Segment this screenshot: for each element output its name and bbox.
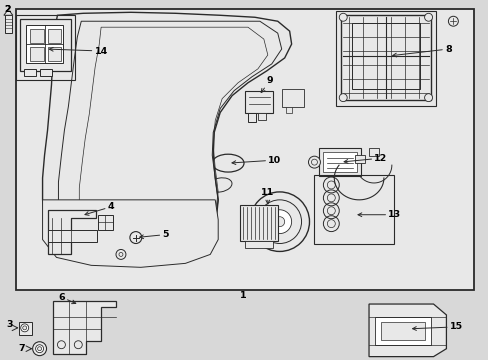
Circle shape xyxy=(116,249,126,260)
Circle shape xyxy=(20,324,29,332)
Circle shape xyxy=(38,347,41,351)
Text: 10: 10 xyxy=(231,156,281,165)
Bar xyxy=(30,47,43,61)
Text: 7: 7 xyxy=(19,344,25,353)
Circle shape xyxy=(326,181,335,189)
Circle shape xyxy=(308,156,320,168)
Bar xyxy=(5,15,12,33)
Circle shape xyxy=(22,326,27,330)
Bar xyxy=(47,230,97,242)
Bar xyxy=(323,152,356,172)
Circle shape xyxy=(36,345,43,353)
Circle shape xyxy=(339,94,346,102)
Text: 11: 11 xyxy=(261,188,274,204)
Text: 15: 15 xyxy=(412,322,462,331)
Bar xyxy=(98,215,113,230)
Circle shape xyxy=(249,192,309,251)
Bar xyxy=(314,175,393,244)
Bar xyxy=(20,19,71,71)
Bar xyxy=(247,113,255,122)
Text: 6: 6 xyxy=(58,293,76,303)
Polygon shape xyxy=(42,200,218,267)
Text: 12: 12 xyxy=(344,154,387,163)
Polygon shape xyxy=(368,304,446,357)
Text: 14: 14 xyxy=(49,46,107,55)
Text: 3: 3 xyxy=(6,320,13,329)
Circle shape xyxy=(274,217,284,227)
Circle shape xyxy=(424,94,432,102)
Bar xyxy=(244,91,272,113)
Polygon shape xyxy=(4,11,13,15)
Bar xyxy=(244,240,272,248)
Bar xyxy=(336,11,435,105)
Ellipse shape xyxy=(212,154,244,172)
Bar xyxy=(16,9,473,290)
Polygon shape xyxy=(47,210,96,255)
Circle shape xyxy=(257,200,301,243)
Bar xyxy=(380,322,424,340)
Bar xyxy=(374,317,429,345)
Circle shape xyxy=(33,342,46,356)
Text: 4: 4 xyxy=(85,202,114,215)
Bar xyxy=(26,25,63,63)
Bar xyxy=(240,205,277,240)
Bar xyxy=(40,69,51,76)
Circle shape xyxy=(339,13,346,21)
Bar xyxy=(319,148,360,176)
Text: 1: 1 xyxy=(239,291,246,300)
Bar xyxy=(281,89,303,107)
Text: 2: 2 xyxy=(5,5,11,14)
Bar xyxy=(341,15,429,100)
Bar xyxy=(16,15,75,80)
Polygon shape xyxy=(42,12,291,264)
Bar xyxy=(19,322,32,335)
Circle shape xyxy=(424,13,432,21)
Ellipse shape xyxy=(208,178,231,192)
Text: 13: 13 xyxy=(357,210,401,219)
Bar xyxy=(368,148,378,156)
Bar xyxy=(30,29,43,43)
Circle shape xyxy=(326,207,335,215)
Bar xyxy=(24,69,36,76)
Circle shape xyxy=(267,210,291,234)
Text: 5: 5 xyxy=(140,230,168,239)
Bar xyxy=(47,29,61,43)
Bar xyxy=(285,107,291,113)
Bar xyxy=(47,47,61,61)
Text: 9: 9 xyxy=(261,76,273,93)
Bar xyxy=(351,23,419,89)
Bar xyxy=(354,155,365,163)
Text: 2: 2 xyxy=(4,5,11,14)
Text: 8: 8 xyxy=(392,45,451,57)
Bar xyxy=(257,113,265,121)
Circle shape xyxy=(447,16,457,26)
Circle shape xyxy=(326,194,335,202)
Circle shape xyxy=(326,220,335,228)
Polygon shape xyxy=(53,301,116,354)
Circle shape xyxy=(130,231,142,243)
